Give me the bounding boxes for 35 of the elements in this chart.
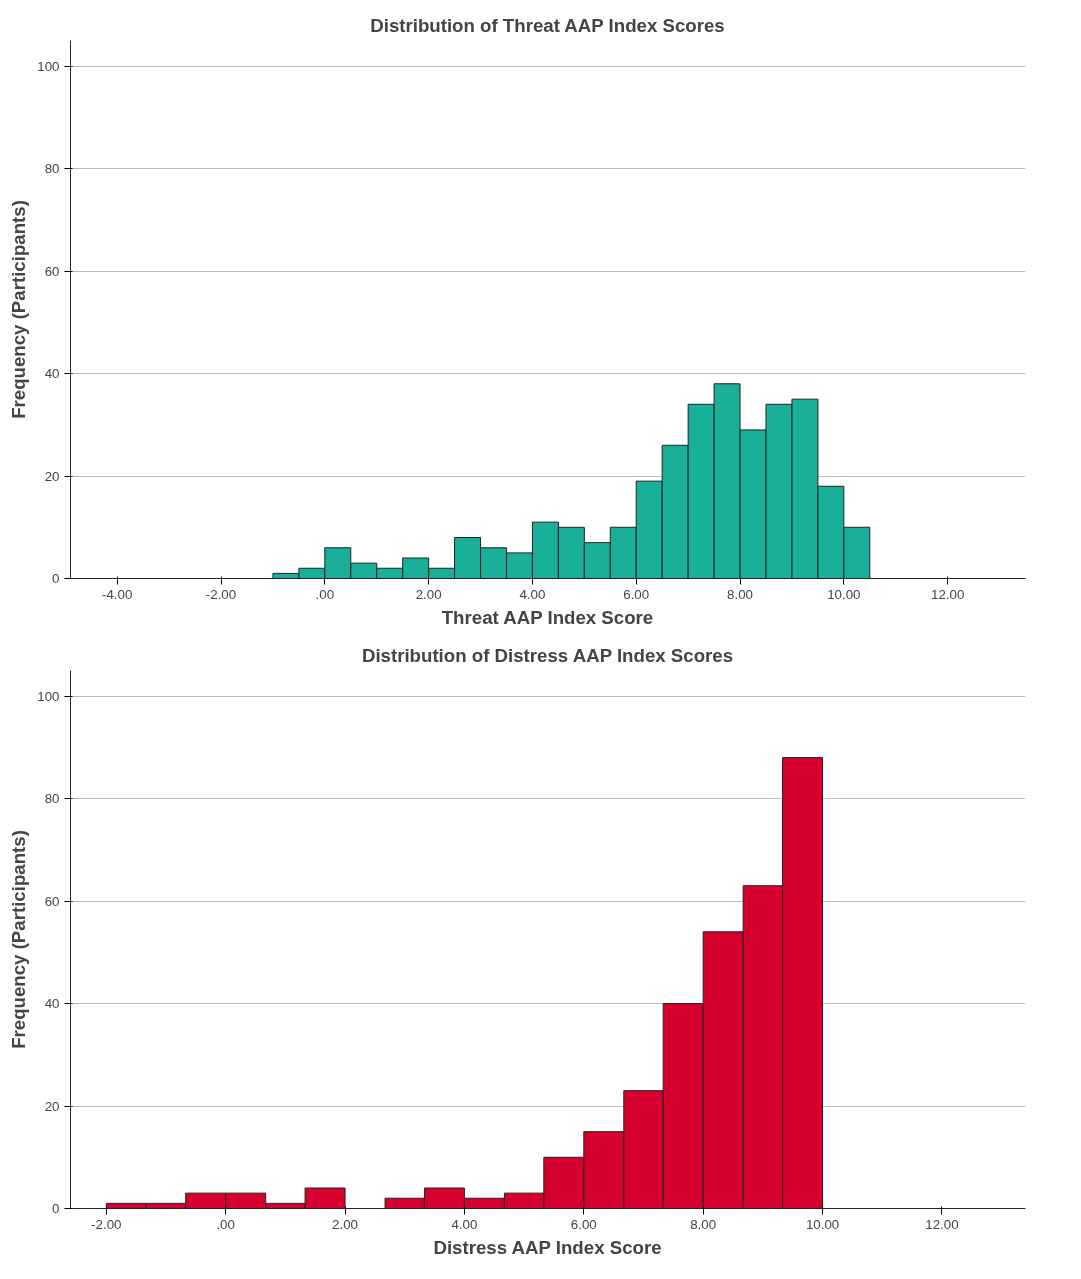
y-tick-label: 40	[44, 366, 60, 382]
x-tick-label: 6.00	[570, 1216, 597, 1232]
x-tick-label: .00	[216, 1216, 235, 1232]
chart-title: Distribution of Threat AAP Index Scores	[370, 14, 725, 36]
y-tick-label: 0	[52, 1201, 60, 1216]
y-tick-label: 100	[37, 688, 60, 704]
y-tick-label: 80	[44, 161, 60, 177]
x-tick-label: 4.00	[451, 1216, 478, 1232]
x-axis-title: Threat AAP Index Score	[441, 606, 654, 628]
y-tick-label: 0	[52, 571, 60, 586]
y-tick-label: 20	[44, 1098, 60, 1114]
x-tick-label: 8.00	[690, 1216, 717, 1232]
x-tick-label: 6.00	[623, 586, 650, 602]
y-tick-label: 20	[44, 468, 60, 484]
y-tick-label: 60	[44, 263, 60, 279]
y-tick-label: 80	[44, 791, 60, 807]
x-tick-label: 12.00	[930, 586, 965, 602]
x-tick-label: 10.00	[827, 586, 861, 602]
x-tick-label: 10.00	[805, 1216, 840, 1232]
x-tick-label: .00	[315, 586, 335, 602]
x-tick-label: 12.00	[925, 1216, 959, 1232]
y-axis-title: Frequency (Participants)	[8, 200, 30, 419]
x-tick-label: 8.00	[727, 586, 754, 602]
y-tick-label: 60	[44, 893, 60, 909]
y-tick-label: 100	[37, 58, 60, 74]
x-tick-label: 4.00	[519, 586, 546, 602]
x-tick-label: -2.00	[91, 1216, 122, 1232]
x-tick-label: -2.00	[205, 586, 237, 602]
x-tick-label: 2.00	[332, 1216, 359, 1232]
x-axis-title: Distress AAP Index Score	[433, 1236, 662, 1258]
chart-title: Distribution of Distress AAP Index Scores	[361, 644, 734, 666]
y-tick-label: 40	[44, 996, 60, 1012]
x-tick-label: 2.00	[415, 586, 442, 602]
y-axis-title: Frequency (Participants)	[8, 830, 30, 1049]
x-tick-label: -4.00	[102, 586, 133, 602]
